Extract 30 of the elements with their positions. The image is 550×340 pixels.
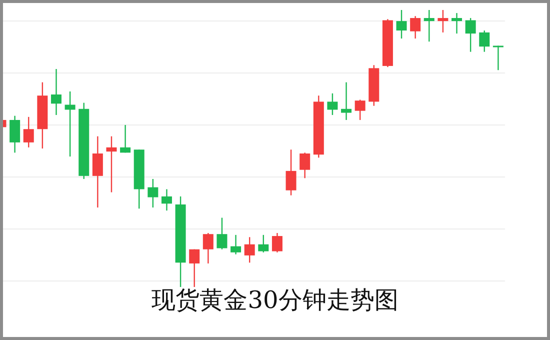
candlestick [452,12,462,34]
candlestick [465,17,476,52]
candlestick [10,115,20,154]
candlestick [23,116,34,148]
candlestick [396,10,407,40]
candlestick [50,68,62,116]
candlestick [300,152,310,179]
candlestick [202,232,214,264]
candlestick [479,30,490,52]
candlestick [492,45,504,71]
candlestick [120,124,131,154]
candlestick [272,232,282,253]
candlestick [438,10,448,34]
candlestick [161,188,172,212]
candlestick [106,136,117,193]
candlestick [327,92,338,116]
candlestick [286,149,296,196]
candlestick [230,234,242,255]
candlestick [189,248,200,287]
candlestick [92,136,103,208]
candlestick [244,236,255,264]
candlestick [148,178,158,208]
candlestick [216,217,228,250]
candlestick [64,90,76,158]
candlestick [258,234,269,253]
candlestick [410,15,421,40]
candlestick [354,99,366,121]
text: 现货黄金30分钟走势图 [150,285,400,316]
candlestick [424,10,434,42]
candlestick [341,82,352,121]
